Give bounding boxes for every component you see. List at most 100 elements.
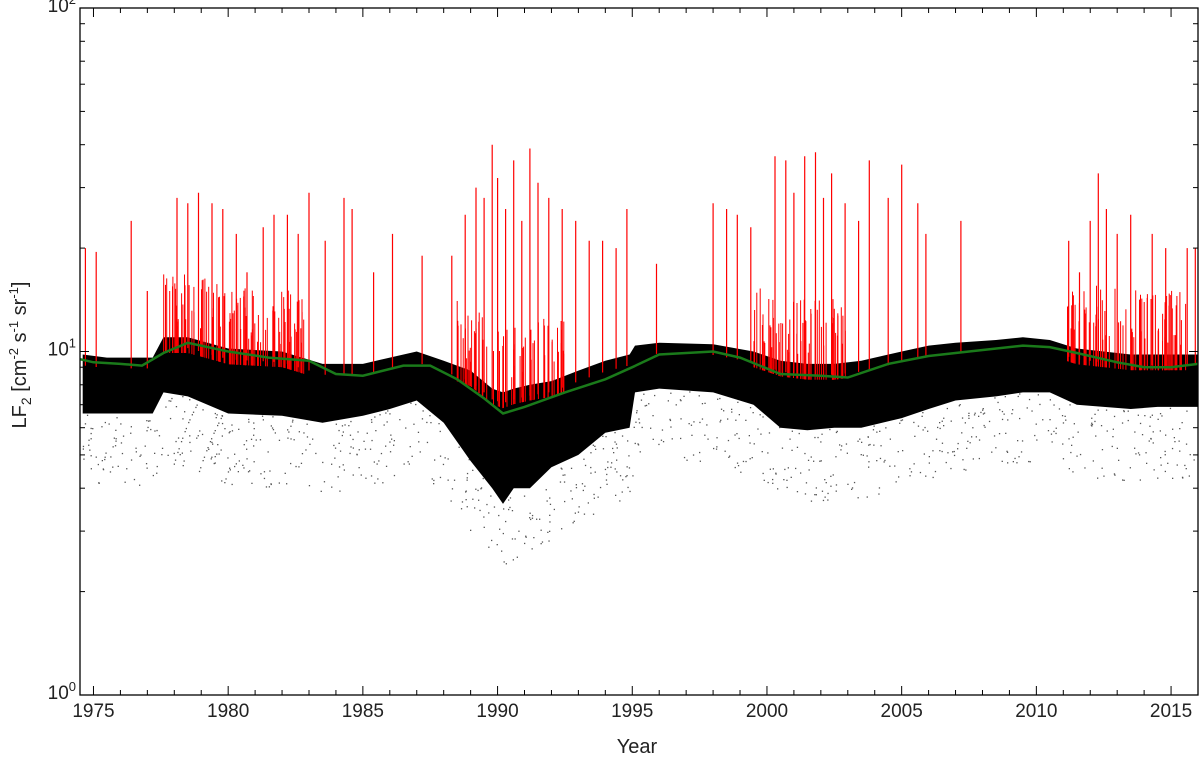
noise-point — [729, 455, 731, 457]
noise-point — [950, 467, 952, 470]
noise-point — [932, 476, 934, 479]
noise-point — [442, 463, 445, 466]
noise-point — [201, 433, 204, 436]
noise-point — [619, 475, 622, 477]
noise-point — [120, 442, 123, 444]
noise-point — [210, 458, 212, 460]
noise-point — [514, 538, 516, 540]
noise-point — [1028, 398, 1031, 401]
noise-point — [389, 413, 391, 415]
noise-point — [919, 471, 922, 474]
noise-point — [1134, 431, 1136, 433]
noise-point — [972, 458, 974, 460]
noise-point — [419, 451, 421, 453]
noise-point — [508, 508, 510, 511]
noise-point — [592, 513, 595, 515]
noise-point — [1150, 438, 1152, 440]
noise-point — [114, 445, 117, 447]
noise-point — [671, 438, 673, 440]
noise-point — [593, 493, 595, 496]
x-tick-label: 1995 — [611, 701, 653, 722]
noise-point — [1051, 441, 1053, 443]
noise-point — [533, 537, 535, 539]
noise-point — [512, 559, 514, 561]
noise-point — [358, 449, 360, 451]
noise-point — [1039, 403, 1041, 406]
noise-point — [530, 518, 532, 521]
noise-point — [1165, 434, 1167, 436]
noise-point — [387, 410, 389, 412]
noise-point — [375, 430, 377, 432]
noise-point — [389, 441, 391, 443]
noise-point — [426, 421, 428, 424]
noise-point — [909, 468, 911, 470]
noise-point — [1050, 433, 1053, 435]
noise-point — [306, 423, 308, 425]
noise-point — [1004, 396, 1006, 398]
noise-point — [1123, 410, 1125, 413]
noise-point — [433, 479, 435, 482]
noise-point — [1176, 464, 1178, 466]
noise-point — [627, 486, 629, 489]
noise-point — [370, 419, 373, 421]
noise-point — [1116, 447, 1118, 449]
noise-point — [1148, 440, 1150, 442]
noise-point — [385, 412, 387, 414]
noise-point — [323, 481, 326, 483]
noise-point — [699, 451, 701, 454]
noise-point — [924, 426, 926, 429]
noise-point — [738, 437, 740, 440]
noise-point — [110, 456, 112, 458]
noise-point — [959, 404, 961, 406]
noise-point — [509, 506, 511, 509]
noise-point — [480, 487, 483, 489]
noise-point — [723, 410, 725, 412]
noise-point — [972, 427, 974, 429]
noise-point — [1189, 454, 1191, 456]
noise-point — [633, 426, 635, 428]
noise-point — [1139, 422, 1142, 425]
noise-point — [575, 487, 578, 489]
noise-point — [627, 440, 629, 442]
noise-point — [421, 418, 424, 420]
noise-point — [482, 477, 484, 480]
noise-point — [246, 458, 248, 460]
y-axis-title: LF2 [cm-2 s-1 sr-1] — [6, 282, 34, 429]
noise-point — [303, 432, 305, 434]
noise-point — [342, 464, 344, 466]
noise-point — [1018, 456, 1020, 458]
noise-point — [525, 535, 527, 537]
noise-point — [188, 421, 190, 424]
noise-point — [1053, 430, 1055, 433]
noise-point — [234, 453, 236, 455]
noise-point — [306, 436, 309, 438]
noise-point — [1101, 449, 1104, 451]
noise-point — [181, 452, 183, 454]
noise-point — [288, 431, 290, 433]
noise-point — [1076, 455, 1078, 457]
noise-point — [913, 421, 915, 424]
noise-point — [1185, 443, 1188, 445]
noise-point — [835, 484, 838, 486]
noise-point — [775, 473, 777, 475]
noise-point — [365, 477, 367, 479]
noise-point — [189, 435, 191, 437]
noise-point — [634, 442, 636, 445]
noise-point — [957, 448, 959, 450]
noise-point — [622, 479, 624, 481]
noise-point — [250, 438, 253, 440]
noise-point — [499, 528, 501, 530]
noise-point — [742, 460, 745, 463]
noise-point — [621, 491, 623, 493]
noise-point — [777, 488, 779, 490]
noise-point — [963, 468, 965, 471]
noise-point — [658, 443, 660, 446]
noise-point — [374, 416, 376, 418]
noise-scatter-layer — [82, 391, 1195, 565]
noise-point — [1011, 413, 1013, 415]
noise-point — [813, 460, 815, 462]
noise-point — [950, 420, 952, 422]
noise-point — [221, 435, 223, 437]
noise-point — [115, 438, 117, 440]
noise-point — [221, 480, 223, 482]
